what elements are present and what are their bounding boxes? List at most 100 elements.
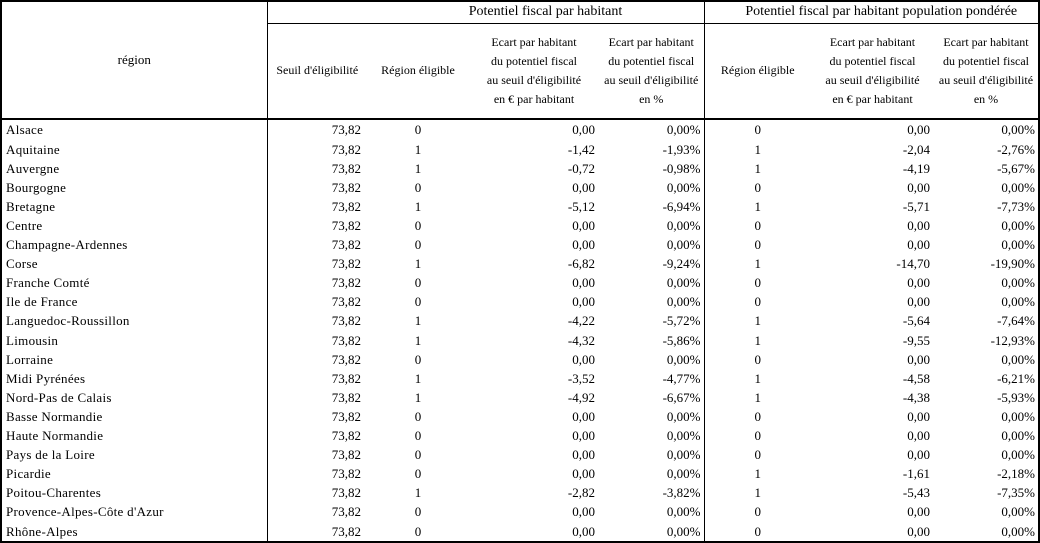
seuil-cell: 73,82 xyxy=(331,466,361,482)
seuil-cell: 73,82 xyxy=(331,217,361,233)
region-name-cell: Bretagne xyxy=(1,196,268,216)
seuil-cell: 73,82 xyxy=(331,447,361,463)
table-row: Provence-Alpes-Côte d'Azur 73,82 0 0,00 … xyxy=(1,502,1039,522)
col-header-g1-ecart-pct: Ecart par habitant du potentiel fiscal a… xyxy=(599,23,705,120)
g2-eligible-cell: 0 xyxy=(754,294,762,310)
g1-eligible-cell: 0 xyxy=(414,351,422,367)
table-row: Picardie 73,82 0 0,00 0,00% 1 -1,61 -2,1… xyxy=(1,464,1039,484)
group1-header: Potentiel fiscal par habitant xyxy=(267,1,705,24)
g2-ecart-eur-cell: 0,00 xyxy=(907,504,930,520)
g1-ecart-pct-cell: -0,98% xyxy=(599,158,705,178)
g2-ecart-eur-cell: 0,00 xyxy=(907,523,930,539)
g2-ecart-eur-cell: -5,71 xyxy=(902,198,930,214)
g2-ecart-eur-cell: 0,00 xyxy=(907,122,930,138)
g2-eligible-cell: 1 xyxy=(754,141,762,157)
g1-ecart-eur-cell: -1,42 xyxy=(567,141,595,157)
table-row: Aquitaine 73,82 1 -1,42 -1,93% 1 -2,04 -… xyxy=(1,139,1039,159)
region-name-cell: Limousin xyxy=(1,330,268,350)
g2-ecart-pct-cell: -7,64% xyxy=(997,313,1035,329)
g1-eligible-cell: 1 xyxy=(414,256,422,272)
table-row: Franche Comté 73,82 0 0,00 0,00% 0 0,00 … xyxy=(1,273,1039,293)
g2-ecart-pct-cell: 0,00% xyxy=(1001,523,1035,539)
g1-eligible-cell: 1 xyxy=(414,198,422,214)
column-header-row: Seuil d'éligibilité Région éligible Ecar… xyxy=(1,23,1039,120)
table-row: Bretagne 73,82 1 -5,12 -6,94% 1 -5,71 -7… xyxy=(1,196,1039,216)
g1-ecart-pct-cell: -6,94% xyxy=(599,196,705,216)
g2-ecart-pct-cell: -5,93% xyxy=(997,389,1035,405)
g2-eligible-cell: 0 xyxy=(754,504,762,520)
g1-ecart-pct-cell: 0,00% xyxy=(599,292,705,312)
group2-header: Potentiel fiscal par habitant population… xyxy=(704,1,1039,24)
g2-ecart-pct-cell: 0,00% xyxy=(1001,447,1035,463)
g1-eligible-cell: 0 xyxy=(414,504,422,520)
seuil-cell: 73,82 xyxy=(331,523,361,539)
region-name-cell: Basse Normandie xyxy=(1,406,268,426)
g1-ecart-eur-cell: 0,00 xyxy=(572,408,595,424)
region-name-cell: Rhône-Alpes xyxy=(1,521,268,542)
region-name-cell: Lorraine xyxy=(1,349,268,369)
table-row: Limousin 73,82 1 -4,32 -5,86% 1 -9,55 -1… xyxy=(1,330,1039,350)
table-row: Pays de la Loire 73,82 0 0,00 0,00% 0 0,… xyxy=(1,445,1039,465)
region-name-cell: Poitou-Charentes xyxy=(1,483,268,503)
g1-eligible-cell: 1 xyxy=(414,370,422,386)
g1-ecart-eur-cell: -4,32 xyxy=(567,332,595,348)
region-name-cell: Nord-Pas de Calais xyxy=(1,387,268,407)
g2-eligible-cell: 0 xyxy=(754,275,762,291)
g2-eligible-cell: 1 xyxy=(754,485,762,501)
g2-ecart-pct-cell: 0,00% xyxy=(1001,351,1035,367)
seuil-cell: 73,82 xyxy=(331,198,361,214)
g2-ecart-pct-cell: -7,73% xyxy=(997,198,1035,214)
seuil-cell: 73,82 xyxy=(331,122,361,138)
g1-ecart-eur-cell: -4,22 xyxy=(567,313,595,329)
g2-ecart-eur-cell: 0,00 xyxy=(907,428,930,444)
g2-eligible-cell: 1 xyxy=(754,389,762,405)
g1-eligible-cell: 0 xyxy=(414,237,422,253)
seuil-cell: 73,82 xyxy=(331,237,361,253)
g1-ecart-eur-cell: 0,00 xyxy=(572,237,595,253)
seuil-cell: 73,82 xyxy=(331,275,361,291)
seuil-cell: 73,82 xyxy=(331,256,361,272)
g2-ecart-eur-cell: 0,00 xyxy=(907,275,930,291)
g1-eligible-cell: 1 xyxy=(414,485,422,501)
col-header-g1-eligible: Région éligible xyxy=(367,23,469,120)
region-name-cell: Ile de France xyxy=(1,292,268,312)
g2-ecart-eur-cell: -5,43 xyxy=(902,485,930,501)
table-row: Alsace 73,82 0 0,00 0,00% 0 0,00 0,00% xyxy=(1,119,1039,140)
g2-eligible-cell: 0 xyxy=(754,523,762,539)
seuil-cell: 73,82 xyxy=(331,141,361,157)
g1-ecart-pct-cell: 0,00% xyxy=(599,273,705,293)
g1-ecart-eur-cell: -6,82 xyxy=(567,256,595,272)
region-name-cell: Languedoc-Roussillon xyxy=(1,311,268,331)
g1-ecart-eur-cell: 0,00 xyxy=(572,447,595,463)
g2-ecart-eur-cell: 0,00 xyxy=(907,351,930,367)
region-name-cell: Auvergne xyxy=(1,158,268,178)
g2-eligible-cell: 0 xyxy=(754,122,762,138)
g2-eligible-cell: 1 xyxy=(754,332,762,348)
region-name-cell: Corse xyxy=(1,254,268,274)
g1-ecart-eur-cell: 0,00 xyxy=(572,504,595,520)
g1-ecart-pct-cell: -4,77% xyxy=(599,368,705,388)
g1-eligible-cell: 0 xyxy=(414,217,422,233)
region-name-cell: Provence-Alpes-Côte d'Azur xyxy=(1,502,268,522)
g1-ecart-eur-cell: 0,00 xyxy=(572,428,595,444)
g1-eligible-cell: 1 xyxy=(414,313,422,329)
table-row: Bourgogne 73,82 0 0,00 0,00% 0 0,00 0,00… xyxy=(1,177,1039,197)
g1-eligible-cell: 1 xyxy=(414,141,422,157)
table-row: Nord-Pas de Calais 73,82 1 -4,92 -6,67% … xyxy=(1,387,1039,407)
g1-ecart-pct-cell: -6,67% xyxy=(599,387,705,407)
g1-ecart-pct-cell: 0,00% xyxy=(599,235,705,255)
g2-ecart-pct-cell: 0,00% xyxy=(1001,275,1035,291)
g1-ecart-pct-cell: 0,00% xyxy=(599,349,705,369)
g1-ecart-pct-cell: -5,72% xyxy=(599,311,705,331)
g1-eligible-cell: 0 xyxy=(414,428,422,444)
g1-ecart-pct-cell: 0,00% xyxy=(599,464,705,484)
g2-ecart-eur-cell: 0,00 xyxy=(907,237,930,253)
g1-eligible-cell: 0 xyxy=(414,466,422,482)
g2-eligible-cell: 0 xyxy=(754,351,762,367)
region-column-header: région xyxy=(1,1,268,120)
g2-eligible-cell: 1 xyxy=(754,198,762,214)
g1-eligible-cell: 1 xyxy=(414,332,422,348)
g2-ecart-eur-cell: -5,64 xyxy=(902,313,930,329)
g2-eligible-cell: 0 xyxy=(754,408,762,424)
seuil-cell: 73,82 xyxy=(331,179,361,195)
